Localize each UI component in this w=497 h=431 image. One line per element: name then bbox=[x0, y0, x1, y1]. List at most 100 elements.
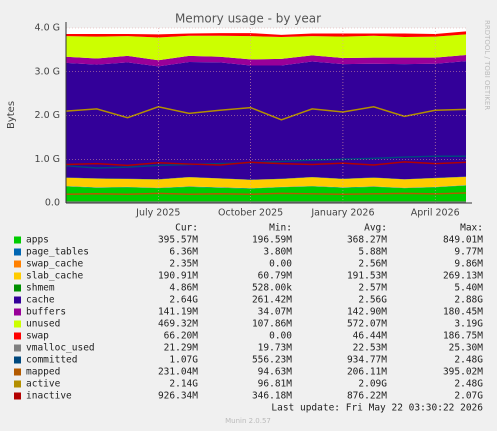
legend-swatch bbox=[14, 320, 21, 328]
legend-label: apps bbox=[26, 235, 49, 246]
legend-label: cache bbox=[26, 295, 55, 306]
line bbox=[65, 192, 467, 196]
legend-stat: 231.04M bbox=[158, 367, 198, 378]
legend-stat: 22.53M bbox=[353, 343, 388, 354]
legend-stat: 5.40M bbox=[454, 283, 483, 294]
legend-stat: 107.86M bbox=[252, 319, 292, 330]
legend-swatch bbox=[14, 392, 21, 400]
legend-label: mapped bbox=[26, 367, 60, 378]
y-tick-label: 2.0 G bbox=[35, 110, 61, 121]
legend-label: unused bbox=[26, 319, 60, 330]
legend-stat: 346.18M bbox=[252, 391, 292, 402]
legend-header: Max: bbox=[460, 223, 483, 234]
legend-stat: 556.23M bbox=[252, 355, 292, 366]
legend-header: Avg: bbox=[364, 223, 387, 234]
line bbox=[65, 161, 467, 167]
legend-stat: 96.81M bbox=[258, 379, 293, 390]
legend-stat: 2.35M bbox=[169, 259, 198, 270]
legend-stat: 2.07G bbox=[454, 391, 483, 402]
legend-label: page_tables bbox=[26, 247, 89, 258]
legend-label: committed bbox=[26, 355, 77, 366]
legend-stat: 1.07G bbox=[169, 355, 198, 366]
legend-swatch bbox=[14, 236, 21, 244]
legend-swatch bbox=[14, 284, 21, 292]
legend-stat: 196.59M bbox=[252, 235, 292, 246]
legend-header: Min: bbox=[269, 223, 292, 234]
legend-stat: 2.48G bbox=[454, 355, 483, 366]
legend-stat: 34.07M bbox=[258, 307, 293, 318]
legend-stat: 141.19M bbox=[158, 307, 198, 318]
legend-swatch bbox=[14, 272, 21, 280]
legend-stat: 19.73M bbox=[258, 343, 293, 354]
legend-stat: 94.63M bbox=[258, 367, 293, 378]
legend-label: swap bbox=[26, 331, 49, 342]
x-tick-label: January 2026 bbox=[310, 208, 374, 219]
legend-stat: 142.90M bbox=[347, 307, 387, 318]
legend-stat: 46.44M bbox=[353, 331, 388, 342]
legend-swatch bbox=[14, 356, 21, 364]
legend-swatch bbox=[14, 344, 21, 352]
legend-stat: 2.56G bbox=[358, 295, 387, 306]
y-axis-label: Bytes bbox=[6, 101, 17, 129]
legend-stat: 0.00 bbox=[269, 331, 292, 342]
legend-stat: 60.79M bbox=[258, 271, 293, 282]
area bbox=[66, 185, 466, 189]
legend-stat: 934.77M bbox=[347, 355, 387, 366]
legend-swatch bbox=[14, 368, 21, 376]
legend-stat: 9.77M bbox=[454, 247, 483, 258]
legend-stat: 2.14G bbox=[169, 379, 198, 390]
line bbox=[65, 155, 466, 169]
legend-label: shmem bbox=[26, 283, 55, 294]
legend-stat: 2.09G bbox=[358, 379, 387, 390]
legend-stat: 3.80M bbox=[263, 247, 292, 258]
legend-swatch bbox=[14, 308, 21, 316]
y-tick-label: 3.0 G bbox=[35, 66, 61, 77]
legend-stat: 66.20M bbox=[164, 331, 199, 342]
area bbox=[66, 185, 466, 189]
area bbox=[66, 176, 466, 189]
legend-stat: 2.56M bbox=[358, 259, 387, 270]
legend-stat: 25.30M bbox=[449, 343, 484, 354]
area bbox=[66, 31, 466, 38]
legend-stat: 876.22M bbox=[347, 391, 387, 402]
legend-stat: 2.64G bbox=[169, 295, 198, 306]
legend-stat: 2.48G bbox=[454, 379, 483, 390]
legend-label: vmalloc_used bbox=[26, 343, 95, 354]
legend-stat: 395.02M bbox=[443, 367, 483, 378]
footer: Munin 2.0.57 bbox=[225, 417, 271, 425]
y-tick-label: 4.0 G bbox=[35, 23, 61, 34]
legend-stat: 190.91M bbox=[158, 271, 198, 282]
legend-stat: 368.27M bbox=[347, 235, 387, 246]
legend-stat: 849.01M bbox=[443, 235, 483, 246]
legend-swatch bbox=[14, 248, 21, 256]
legend-label: inactive bbox=[26, 391, 72, 402]
legend-stat: 3.19G bbox=[454, 319, 483, 330]
line bbox=[65, 105, 467, 121]
legend-label: active bbox=[26, 379, 61, 390]
legend-stat: 2.88G bbox=[454, 295, 483, 306]
legend-stat: 180.45M bbox=[443, 307, 483, 318]
x-tick-label: July 2025 bbox=[135, 208, 180, 219]
legend-stat: 4.86M bbox=[169, 283, 198, 294]
legend-swatch bbox=[14, 260, 21, 268]
chart-title: Memory usage - by year bbox=[175, 12, 321, 26]
legend-stat: 186.75M bbox=[443, 331, 483, 342]
legend-stat: 0.00 bbox=[269, 259, 292, 270]
legend-stat: 528.00k bbox=[252, 283, 292, 294]
area bbox=[66, 61, 466, 180]
area bbox=[66, 34, 466, 61]
legend-stat: 269.13M bbox=[443, 271, 483, 282]
legend-stat: 469.32M bbox=[158, 319, 198, 330]
legend-stat: 2.57M bbox=[358, 283, 387, 294]
legend-stat: 191.53M bbox=[347, 271, 387, 282]
legend-stat: 926.34M bbox=[158, 391, 198, 402]
legend-stat: 5.88M bbox=[358, 247, 387, 258]
legend-header: Cur: bbox=[175, 223, 198, 234]
legend-swatch bbox=[14, 380, 21, 388]
x-tick-label: April 2026 bbox=[411, 208, 460, 219]
y-tick-label: 0.0 bbox=[45, 198, 60, 209]
legend-stat: 261.42M bbox=[252, 295, 292, 306]
legend-stat: 9.86M bbox=[454, 259, 483, 270]
